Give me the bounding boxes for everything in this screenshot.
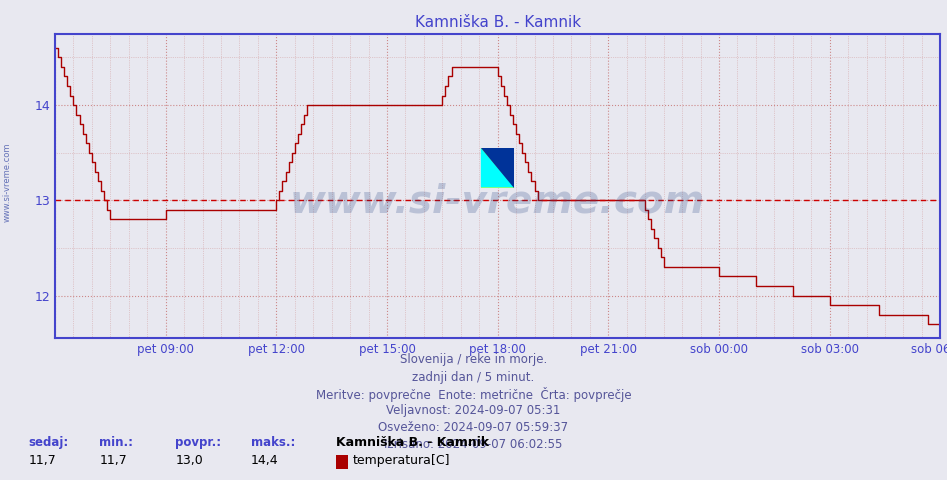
- Text: min.:: min.:: [99, 436, 134, 449]
- Text: 14,4: 14,4: [251, 454, 278, 467]
- Text: 11,7: 11,7: [99, 454, 127, 467]
- Text: sedaj:: sedaj:: [28, 436, 69, 449]
- Text: temperatura[C]: temperatura[C]: [352, 454, 450, 467]
- Text: 13,0: 13,0: [175, 454, 203, 467]
- FancyBboxPatch shape: [481, 148, 514, 188]
- Text: Slovenija / reke in morje.: Slovenija / reke in morje.: [400, 353, 547, 366]
- Polygon shape: [481, 148, 514, 188]
- Text: 11,7: 11,7: [28, 454, 56, 467]
- Title: Kamniška B. - Kamnik: Kamniška B. - Kamnik: [415, 15, 581, 30]
- Text: Izrisano: 2024-09-07 06:02:55: Izrisano: 2024-09-07 06:02:55: [384, 438, 563, 451]
- Text: Osveženo: 2024-09-07 05:59:37: Osveženo: 2024-09-07 05:59:37: [379, 421, 568, 434]
- Text: www.si-vreme.com: www.si-vreme.com: [290, 182, 706, 220]
- Text: povpr.:: povpr.:: [175, 436, 222, 449]
- Polygon shape: [481, 148, 514, 188]
- Text: www.si-vreme.com: www.si-vreme.com: [3, 143, 12, 222]
- Text: Kamniška B. - Kamnik: Kamniška B. - Kamnik: [336, 436, 490, 449]
- Text: Meritve: povprečne  Enote: metrične  Črta: povprečje: Meritve: povprečne Enote: metrične Črta:…: [315, 387, 632, 402]
- Text: maks.:: maks.:: [251, 436, 295, 449]
- Text: zadnji dan / 5 minut.: zadnji dan / 5 minut.: [412, 371, 535, 384]
- Text: Veljavnost: 2024-09-07 05:31: Veljavnost: 2024-09-07 05:31: [386, 404, 561, 417]
